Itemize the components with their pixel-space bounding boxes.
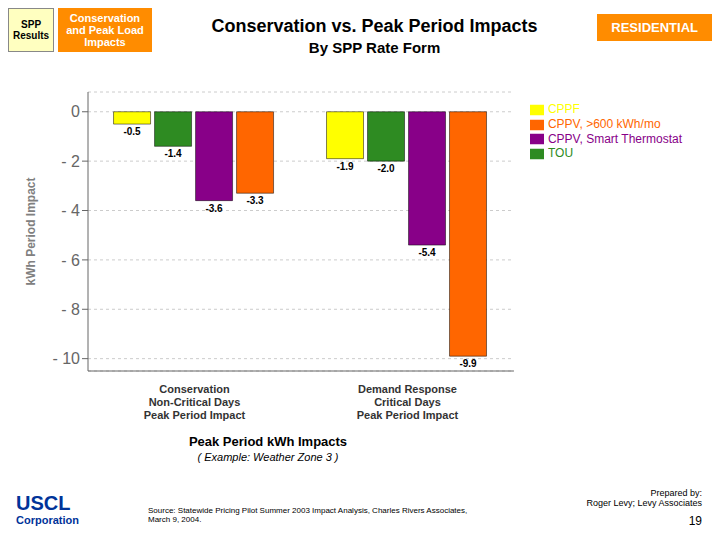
svg-text:-3.3: -3.3 <box>246 195 264 206</box>
html-text:TOU: TOU <box>547 146 574 161</box>
svg-text:-0.5: -0.5 <box>123 126 141 137</box>
svg-text:- 10: - 10 <box>52 350 80 367</box>
html-text:Prepared by: Roger Levy; Levy: Prepared by: Roger Levy; Levy Associates <box>586 488 702 508</box>
html-text:( Example: Weather Zone 3 ): ( Example: Weather Zone 3 ) <box>197 451 339 463</box>
html-text:USCL: USCL <box>16 492 71 514</box>
svg-text:kWh Period Impact: kWh Period Impact <box>24 177 38 285</box>
svg-text:- 2: - 2 <box>61 153 80 170</box>
svg-text:-5.4: -5.4 <box>418 247 436 258</box>
html-text:SPP Results: SPP Results <box>13 19 50 41</box>
html-text:CPPF: CPPF <box>547 102 580 116</box>
svg-text:-9.9: -9.9 <box>459 358 477 369</box>
html-text:Source: Statewide Pricing Pilo: Source: Statewide Pricing Pilot Summer 2… <box>148 506 468 524</box>
svg-text:- 6: - 6 <box>61 252 80 269</box>
html-text:CPPV, Smart Thermostat: CPPV, Smart Thermostat <box>547 131 682 146</box>
svg-text:-2.0: -2.0 <box>377 163 395 174</box>
html-text:By SPP Rate Form: By SPP Rate Form <box>308 39 441 56</box>
svg-text:-3.6: -3.6 <box>205 203 223 214</box>
svg-text:-1.4: -1.4 <box>164 148 182 159</box>
html-text:Peak Period kWh Impacts: Peak Period kWh Impacts <box>188 434 348 449</box>
html-text:CPPV, >600 kWh/mo: CPPV, >600 kWh/mo <box>547 116 661 131</box>
html-text:Conservation and Peak Load Imp: Conservation and Peak Load Impacts <box>66 12 144 48</box>
svg-text:- 4: - 4 <box>61 202 80 219</box>
html-text:Conservation vs. Peak Period I: Conservation vs. Peak Period Impacts <box>211 16 538 36</box>
svg-text:-1.9: -1.9 <box>336 161 354 172</box>
svg-text:ConservationNon-Critical DaysP: ConservationNon-Critical DaysPeak Period… <box>144 383 246 421</box>
html-text:19: 19 <box>688 514 702 528</box>
html-text:Corporation: Corporation <box>16 514 79 526</box>
svg-text:- 8: - 8 <box>61 301 80 318</box>
svg-text:Demand ResponseCritical DaysPe: Demand ResponseCritical DaysPeak Period … <box>357 383 459 421</box>
html-text:RESIDENTIAL: RESIDENTIAL <box>611 20 698 35</box>
svg-text:0: 0 <box>71 103 80 120</box>
